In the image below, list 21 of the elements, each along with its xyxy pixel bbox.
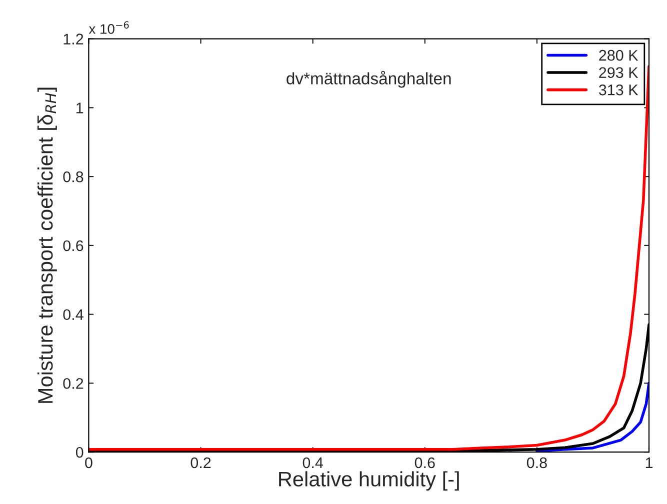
legend-label: 313 K	[598, 84, 638, 96]
x-tick-label: 0.6	[414, 457, 435, 468]
x-axis-title: Relative humidity [-]	[279, 471, 459, 491]
y-tick-label: 0	[76, 446, 84, 458]
y-tick-label: 1.2	[64, 34, 84, 44]
y-tick-label: 1	[76, 102, 84, 114]
text: x 10$^{−6}$	[88, 21, 129, 34]
x-tick-label: 0	[85, 457, 92, 468]
y-tick-label: 0.6	[63, 240, 84, 252]
x-tick-label: 0.8	[526, 457, 547, 468]
y-tick-label: 0.4	[63, 309, 84, 320]
line-series	[536, 382, 649, 452]
y-tick-label: 0.8	[63, 171, 84, 182]
annotation: dv*mättnadsånghalten	[286, 70, 451, 88]
x-tick-label: 0.4	[302, 457, 323, 468]
legend-label: 293 K	[599, 67, 638, 78]
y-axis-title: Moisture transport coefficient [δ$_{RH}$]	[37, 88, 57, 403]
y-tick-label: 0.2	[63, 378, 84, 389]
x-tick-label: 1	[646, 458, 652, 468]
legend-label: 280 K	[599, 50, 638, 61]
x-tick-label: 0.2	[190, 457, 211, 468]
